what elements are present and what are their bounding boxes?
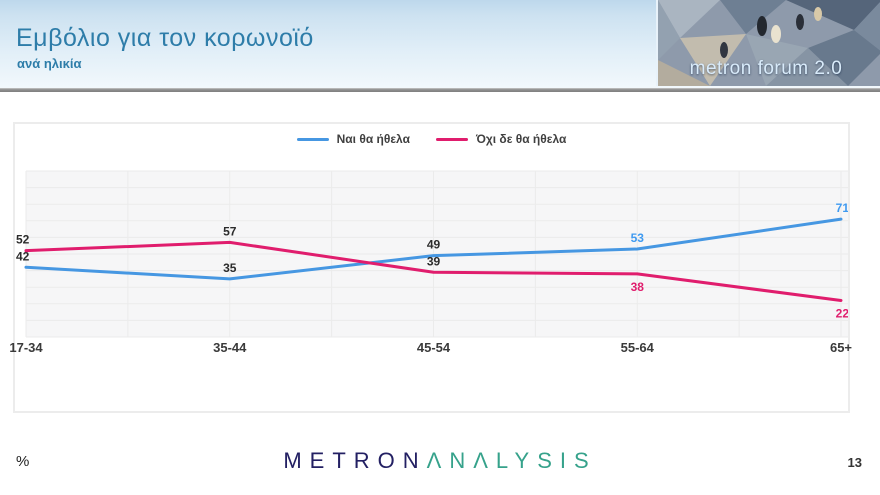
data-label: 38 xyxy=(631,280,645,294)
legend-label-no: Όχι δε θα ήθελα xyxy=(475,132,567,146)
x-tick-label: 65+ xyxy=(829,340,853,355)
x-tick-label: 17-34 xyxy=(9,340,43,355)
legend-swatch-no xyxy=(435,137,468,141)
data-label: 57 xyxy=(223,224,237,238)
brand-analysis: ΛNΛLYSIS xyxy=(426,448,597,473)
x-tick-label: 45-54 xyxy=(416,340,451,355)
brand-metron: METRON xyxy=(283,448,427,473)
logo-text: metron forum 2.0 xyxy=(689,58,843,79)
data-label: 22 xyxy=(836,306,848,320)
data-label: 35 xyxy=(223,261,237,275)
page-title: Εμβόλιο για τον κορωνοϊό xyxy=(16,24,314,52)
page-subtitle: ανά ηλικία xyxy=(17,56,82,71)
legend-label-yes: Ναι θα ήθελα xyxy=(336,132,410,146)
header-divider xyxy=(0,88,880,92)
data-label: 53 xyxy=(631,231,645,245)
data-label: 52 xyxy=(16,233,30,247)
line-chart: 42 35 49 53 71 52 57 39 38 22 xyxy=(16,170,848,338)
legend-item-yes: Ναι θα ήθελα xyxy=(296,132,410,146)
legend-swatch-yes xyxy=(296,137,329,141)
metron-analysis-logo: METRONΛNΛLYSIS xyxy=(283,448,596,474)
data-label: 71 xyxy=(836,201,848,215)
x-tick-label: 35-44 xyxy=(213,340,247,355)
data-label: 42 xyxy=(16,249,30,263)
legend-item-no: Όχι δε θα ήθελα xyxy=(435,132,567,146)
logo-mosaic-image xyxy=(658,0,880,86)
data-label: 49 xyxy=(427,238,441,252)
metron-forum-logo: metron forum 2.0 xyxy=(656,0,880,86)
x-axis-labels: 17-34 35-44 45-54 55-64 65+ xyxy=(9,340,852,358)
page-number: 13 xyxy=(847,455,862,470)
chart-legend: Ναι θα ήθελα Όχι δε θα ήθελα xyxy=(15,132,848,146)
chart-panel: Ναι θα ήθελα Όχι δε θα ήθελα 42 35 49 53 71 5… xyxy=(9,122,852,413)
y-axis-unit-label: % xyxy=(16,453,30,470)
data-label: 39 xyxy=(427,254,441,268)
x-tick-label: 55-64 xyxy=(620,340,654,355)
